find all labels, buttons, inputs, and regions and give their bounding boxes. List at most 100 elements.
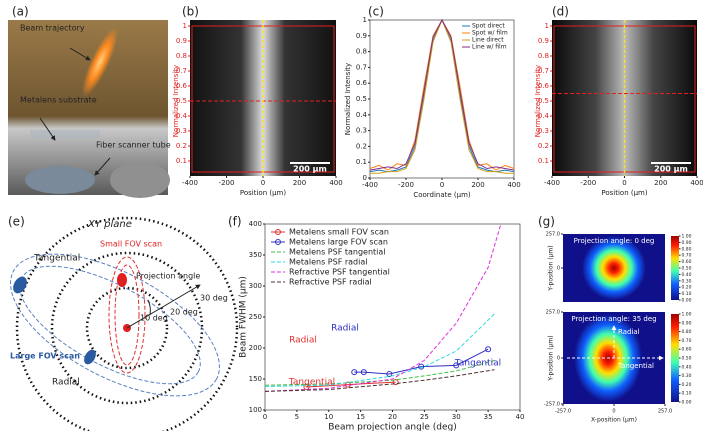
heatmap-title: Projection angle: 35 deg	[571, 315, 656, 323]
y-tick-label: 257.0	[546, 310, 560, 316]
y-axis-label: Y-position (μm)	[548, 335, 555, 381]
line-series	[265, 359, 495, 386]
legend-label: Metalens PSF radial	[289, 258, 367, 267]
line-series	[265, 313, 495, 387]
x-tick-label: 0	[612, 409, 615, 415]
ring-label: 10 deg	[140, 314, 168, 323]
photo-label: Beam trajectory	[20, 24, 85, 33]
ring-label: 30 deg	[200, 294, 228, 303]
y-tick-label: 0.9	[538, 37, 549, 45]
x-tick-label: 257.0	[658, 409, 672, 415]
colorbar-label: 0.40	[682, 272, 692, 278]
panel-label: (d)	[552, 5, 569, 19]
panel-label: (e)	[8, 215, 25, 229]
colorbar-label: 0.80	[682, 246, 692, 252]
line-series	[354, 348, 489, 375]
x-axis-label: Beam projection angle (deg)	[328, 423, 456, 431]
diagram-label: Tangential	[33, 254, 80, 264]
y-tick-label: 1	[183, 22, 187, 30]
annotation: Tangential	[454, 359, 501, 369]
y-tick-label: 0.2	[538, 142, 549, 150]
photo: Beam trajectory Metalens substrate Fiber…	[8, 20, 171, 198]
y-tick-label: 400	[249, 220, 262, 228]
y-axis-label: Normalized Intensity	[344, 63, 352, 135]
x-tick-label: 20	[388, 413, 397, 421]
colorbar-label: 0.30	[682, 278, 692, 284]
legend-marker	[275, 239, 281, 245]
colorbar	[671, 236, 679, 300]
diagram-label: Small FOV scan	[100, 240, 162, 249]
y-tick-label: 0.7	[538, 67, 549, 75]
y-tick-label: 0.7	[176, 67, 187, 75]
x-tick-label: 5	[295, 413, 299, 421]
line-series	[265, 224, 502, 392]
legend-label: Spot direct	[472, 23, 505, 30]
y-axis-label: Normalized Intensity	[534, 65, 542, 137]
x-tick-label: 25	[420, 413, 429, 421]
scalebar	[651, 162, 691, 164]
annotation: Tangential	[288, 378, 335, 388]
panel-label: (c)	[368, 5, 384, 19]
heatmap-title: Projection angle: 0 deg	[574, 237, 655, 245]
x-tick-label: 200	[654, 179, 667, 187]
data-point	[418, 363, 425, 370]
y-tick-label: 0.1	[538, 157, 549, 165]
panel-label: (b)	[182, 5, 199, 19]
annotation: Radial	[331, 324, 359, 334]
scalebar	[290, 162, 330, 164]
x-tick-label: 200	[471, 181, 484, 189]
colorbar-label: 1.00	[682, 234, 692, 240]
colorbar-label: 0.40	[682, 364, 692, 370]
data-point	[453, 362, 460, 369]
x-tick-label: 200	[293, 179, 306, 187]
plot-area	[265, 224, 502, 392]
y-tick-label: 0.9	[356, 32, 367, 40]
colorbar-label: 0.90	[682, 240, 692, 246]
y-tick-label: 0	[557, 266, 560, 272]
photo-label: Metalens substrate	[20, 96, 97, 105]
photo-label: Fiber scanner tube	[96, 141, 171, 150]
scalebar-label: 200 μm	[293, 165, 327, 174]
colorbar-label: 0.00	[682, 298, 692, 304]
x-tick-label: 10	[324, 413, 333, 421]
legend-label: Metalens PSF tangential	[289, 248, 386, 257]
diagram-label: Radial	[52, 378, 80, 388]
x-tick-label: -400	[362, 181, 378, 189]
colorbar	[671, 314, 679, 402]
x-tick-label: -400	[544, 179, 560, 187]
y-tick-label: -257.0	[544, 402, 560, 408]
y-tick-label: 257.0	[546, 232, 560, 238]
colorbar-label: 0.30	[682, 373, 692, 379]
diagram-label: Large FOV scan	[10, 352, 80, 361]
colorbar-label: 0.60	[682, 347, 692, 353]
data-point	[351, 369, 358, 376]
line-series	[265, 369, 495, 392]
x-axis-label: X-position (μm)	[591, 417, 637, 424]
data-point	[344, 381, 351, 388]
y-tick-label: 0.6	[356, 79, 368, 87]
y-tick-label: 300	[249, 282, 262, 290]
colorbar-label: 0.70	[682, 253, 692, 259]
y-tick-label: 0.4	[356, 111, 368, 119]
line-series	[369, 18, 515, 171]
y-tick-label: 100	[249, 406, 262, 414]
data-point	[360, 369, 367, 376]
data-point	[303, 384, 310, 391]
y-tick-label: 350	[249, 251, 262, 259]
data-point	[485, 346, 492, 353]
colorbar-label: 1.00	[682, 312, 692, 318]
x-tick-label: 400	[329, 179, 342, 187]
y-tick-label: 0.2	[176, 142, 187, 150]
panel-label: (f)	[228, 215, 242, 229]
colorbar-label: 0.00	[682, 400, 692, 406]
colorbar-label: 0.80	[682, 329, 692, 335]
data-point	[386, 371, 393, 378]
y-tick-label: 0.8	[176, 52, 187, 60]
y-tick-label: 0.6	[538, 82, 550, 90]
x-tick-label: 40	[516, 413, 525, 421]
ring-label: 20 deg	[170, 308, 198, 317]
line-series	[306, 381, 396, 388]
y-tick-label: 1	[545, 22, 549, 30]
annotation: Radial	[289, 336, 317, 346]
